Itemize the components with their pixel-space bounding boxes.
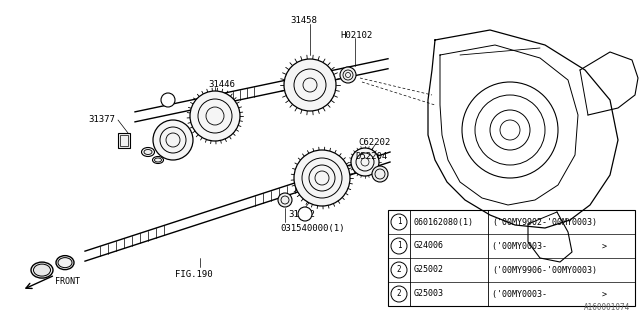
- Circle shape: [340, 67, 356, 83]
- Text: 1: 1: [397, 218, 401, 227]
- Text: FRONT: FRONT: [55, 277, 80, 286]
- Circle shape: [284, 59, 336, 111]
- Text: ('00MY0003-           >: ('00MY0003- >: [492, 290, 607, 299]
- Circle shape: [294, 150, 350, 206]
- Text: D52204: D52204: [355, 152, 387, 161]
- Text: G25003: G25003: [414, 290, 444, 299]
- Circle shape: [161, 93, 175, 107]
- Circle shape: [278, 193, 292, 207]
- Text: ('00MY9906-'00MY0003): ('00MY9906-'00MY0003): [492, 266, 597, 275]
- Text: A160001074: A160001074: [584, 303, 630, 312]
- Circle shape: [298, 207, 312, 221]
- Circle shape: [153, 120, 193, 160]
- Circle shape: [351, 148, 379, 176]
- Text: 2: 2: [397, 290, 401, 299]
- Text: ('00MY9902-'00MY0003): ('00MY9902-'00MY0003): [492, 218, 597, 227]
- Text: 060162080(1): 060162080(1): [414, 218, 474, 227]
- Circle shape: [190, 91, 240, 141]
- Text: 2: 2: [397, 266, 401, 275]
- Text: 1: 1: [303, 210, 307, 219]
- Circle shape: [391, 214, 407, 230]
- Bar: [120, 135, 128, 146]
- Ellipse shape: [56, 256, 74, 270]
- Bar: [118, 133, 130, 148]
- Ellipse shape: [141, 148, 154, 156]
- Text: 31458: 31458: [290, 16, 317, 25]
- Text: 2: 2: [166, 95, 170, 105]
- Circle shape: [391, 286, 407, 302]
- Text: 31472: 31472: [288, 210, 315, 219]
- Text: 1: 1: [397, 242, 401, 251]
- Text: 31446: 31446: [208, 80, 235, 89]
- Text: 31377: 31377: [88, 115, 115, 124]
- Text: G25002: G25002: [414, 266, 444, 275]
- Circle shape: [372, 166, 388, 182]
- Ellipse shape: [31, 262, 53, 278]
- Text: ('00MY0003-           >: ('00MY0003- >: [492, 242, 607, 251]
- Circle shape: [391, 238, 407, 254]
- Text: C62202: C62202: [358, 138, 390, 147]
- Text: H02102: H02102: [340, 31, 372, 40]
- Ellipse shape: [152, 156, 163, 164]
- Text: FIG.190: FIG.190: [175, 270, 212, 279]
- Text: G24006: G24006: [414, 242, 444, 251]
- Bar: [388, 210, 635, 306]
- Circle shape: [391, 262, 407, 278]
- Text: 031540000(1): 031540000(1): [280, 224, 344, 233]
